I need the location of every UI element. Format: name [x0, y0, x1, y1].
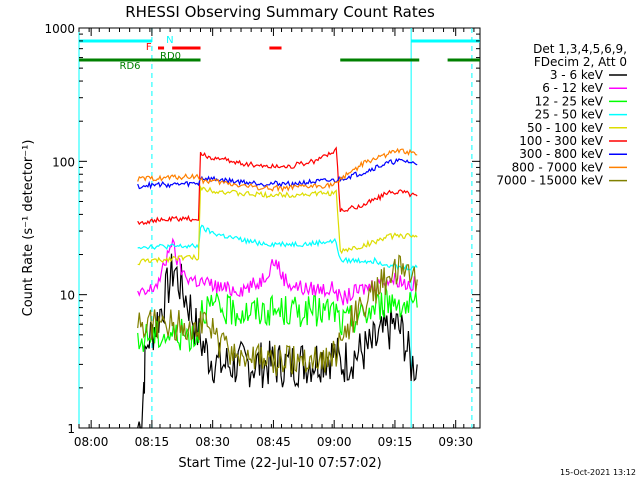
x-tick-label: 08:15 — [135, 435, 170, 449]
series-line-300-800-kev — [137, 158, 418, 190]
legend-item-label: 100 - 300 keV — [519, 134, 603, 148]
legend-item-label: 6 - 12 keV — [542, 81, 604, 95]
status-bars: N F RD0 RD6 — [79, 35, 480, 72]
status-bar-rd0-label: RD0 — [160, 51, 181, 62]
y-axis-label: Count Rate (s⁻¹ detector⁻¹) — [21, 140, 36, 317]
legend-item-label: 300 - 800 keV — [519, 147, 603, 161]
status-bar-rd6-label: RD6 — [120, 61, 141, 72]
y-tick-label: 1000 — [44, 22, 75, 36]
x-tick-label: 09:00 — [317, 435, 352, 449]
legend-item-label: 50 - 100 keV — [527, 121, 604, 135]
legend-header-line-1: Det 1,3,4,5,6,9, — [533, 42, 627, 56]
series-line-50-100-kev — [137, 184, 418, 266]
legend-item-label: 25 - 50 keV — [535, 108, 604, 122]
series-line-800-7000-kev — [137, 147, 418, 193]
status-bar-f-label: F — [146, 42, 152, 53]
legend-item-label: 800 - 7000 keV — [512, 160, 604, 174]
x-tick-label: 08:00 — [74, 435, 109, 449]
y-tick-label: 10 — [60, 289, 75, 303]
chart-title: RHESSI Observing Summary Count Rates — [125, 3, 435, 21]
series-line-7000-15000-kev — [137, 254, 418, 377]
legend-item-label: 7000 - 15000 keV — [496, 174, 603, 188]
x-axis-label: Start Time (22-Jul-10 07:57:02) — [178, 456, 381, 471]
x-tick-label: 09:30 — [438, 435, 473, 449]
series-line-3-6-kev — [137, 253, 418, 429]
x-tick-label: 09:15 — [378, 435, 413, 449]
x-tick-label: 08:45 — [256, 435, 291, 449]
x-axis: 08:00 08:15 08:30 08:45 09:00 09:15 09:30 — [74, 28, 475, 449]
footer-timestamp: 15-Oct-2021 13:12 — [560, 468, 636, 477]
legend-item-label: 12 - 25 keV — [535, 94, 604, 108]
plot-frame — [78, 27, 481, 429]
status-bar-n-label: N — [166, 35, 173, 46]
y-axis: 1 10 100 1000 — [44, 22, 480, 436]
legend: Det 1,3,4,5,6,9, FDecim 2, Att 0 3 - 6 k… — [496, 42, 627, 188]
legend-header-line-2: FDecim 2, Att 0 — [534, 55, 627, 69]
x-tick-label: 08:30 — [195, 435, 230, 449]
series-line-25-50-kev — [137, 224, 418, 271]
plot-area: N F RD0 RD6 1 10 100 1000 08:00 08:15 08:30 08:45… — [44, 22, 481, 449]
series-line-100-300-kev — [137, 146, 418, 226]
y-tick-label: 100 — [52, 155, 75, 169]
series-lines — [137, 146, 418, 429]
series-line-12-25-kev — [137, 285, 418, 353]
vertical-markers — [78, 28, 473, 428]
legend-item-label: 3 - 6 keV — [550, 68, 604, 82]
y-tick-label: 1 — [67, 422, 75, 436]
